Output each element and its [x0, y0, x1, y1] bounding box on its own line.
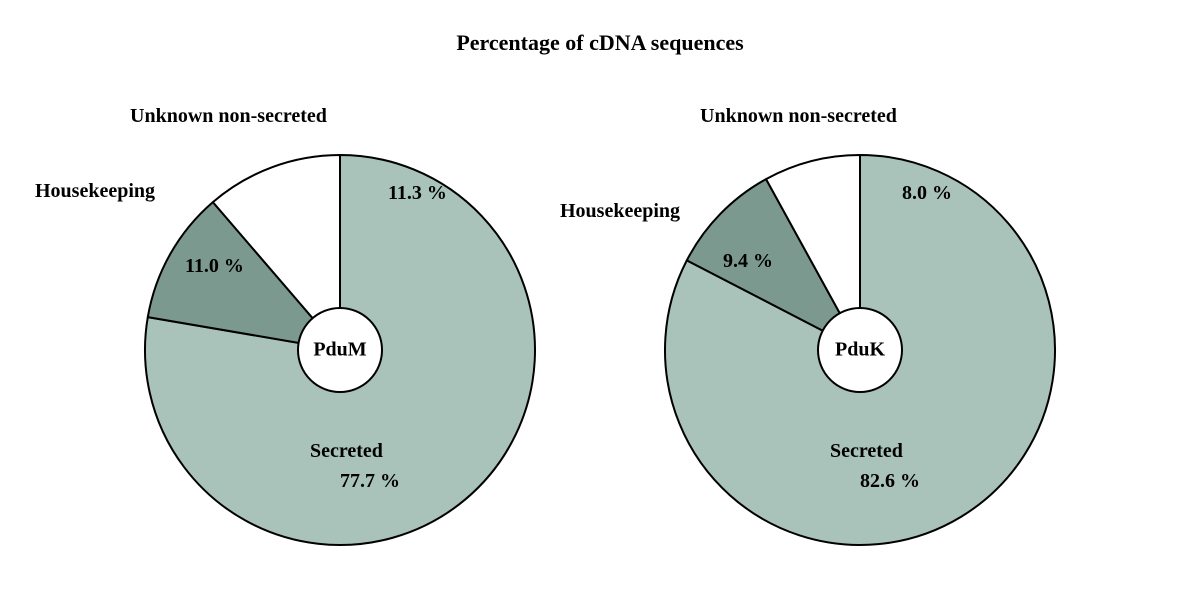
pduk-housekeeping-value: 9.4 % — [723, 250, 773, 273]
pduk-unknown-value: 8.0 % — [902, 182, 952, 205]
pdum-housekeeping-title: Housekeeping — [35, 180, 155, 203]
pduk-secreted-value: 82.6 % — [860, 470, 920, 493]
pdum-secreted-value: 77.7 % — [340, 470, 400, 493]
pdum-unknown-value: 11.3 % — [388, 182, 447, 205]
pdum-housekeeping-value: 11.0 % — [185, 255, 244, 278]
pduk-center-label: PduK — [835, 339, 885, 362]
pduk-secreted-title: Secreted — [830, 440, 903, 463]
pdum-unknown-title: Unknown non-secreted — [130, 105, 327, 128]
pduk-housekeeping-title: Housekeeping — [560, 200, 680, 223]
page-title: Percentage of cDNA sequences — [0, 30, 1200, 56]
pdum-secreted-title: Secreted — [310, 440, 383, 463]
pdum-center-label: PduM — [313, 339, 366, 362]
pduk-unknown-title: Unknown non-secreted — [700, 105, 897, 128]
pie-charts-svg — [0, 0, 1200, 610]
